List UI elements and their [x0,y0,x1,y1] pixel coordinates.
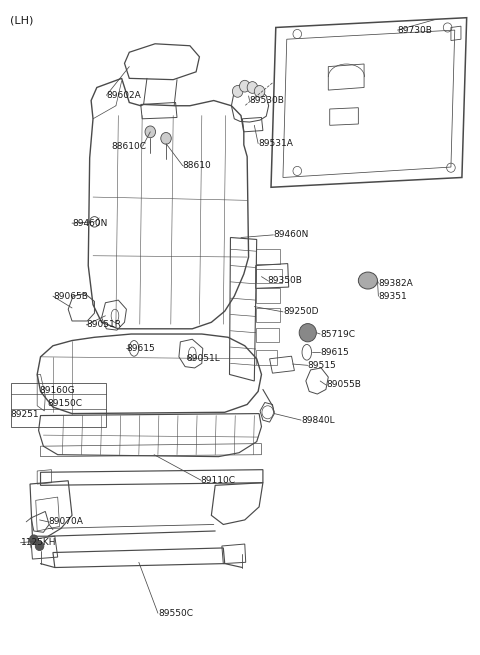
Text: 89251: 89251 [10,411,38,419]
Text: 89110C: 89110C [201,476,236,485]
Text: 89160G: 89160G [39,386,75,394]
Text: 89051R: 89051R [86,320,121,329]
Text: 89250D: 89250D [283,307,318,316]
Ellipse shape [254,86,265,97]
Text: 1125KH: 1125KH [21,538,56,547]
Text: 89840L: 89840L [301,416,335,424]
Ellipse shape [299,324,316,342]
Ellipse shape [232,86,243,97]
Text: 89530B: 89530B [250,96,285,105]
Ellipse shape [247,82,258,94]
Text: 89550C: 89550C [158,608,193,618]
Text: 89615: 89615 [320,348,349,357]
Text: 89515: 89515 [308,361,336,370]
Text: 89065B: 89065B [53,291,88,301]
Ellipse shape [35,542,44,551]
Text: 89051L: 89051L [187,354,220,364]
Ellipse shape [240,81,250,92]
Text: 89602A: 89602A [107,91,141,100]
Text: (LH): (LH) [10,16,33,26]
Ellipse shape [359,272,377,289]
Ellipse shape [30,535,38,544]
Text: 89150C: 89150C [47,399,82,407]
Text: 89460N: 89460N [274,231,309,239]
Text: 88610: 88610 [183,161,212,170]
Text: 85719C: 85719C [320,329,355,339]
Text: 89070A: 89070A [48,517,83,527]
Text: 89350B: 89350B [268,276,302,285]
Ellipse shape [145,126,156,138]
Text: 88610C: 88610C [111,141,146,151]
Ellipse shape [161,132,171,144]
Text: 89460N: 89460N [72,219,108,228]
Text: 89351: 89351 [378,291,407,301]
Text: 89055B: 89055B [326,381,361,389]
Text: 89382A: 89382A [378,278,413,288]
Text: 89531A: 89531A [258,139,293,148]
Text: 89615: 89615 [126,344,155,353]
Text: 89730B: 89730B [397,26,432,35]
